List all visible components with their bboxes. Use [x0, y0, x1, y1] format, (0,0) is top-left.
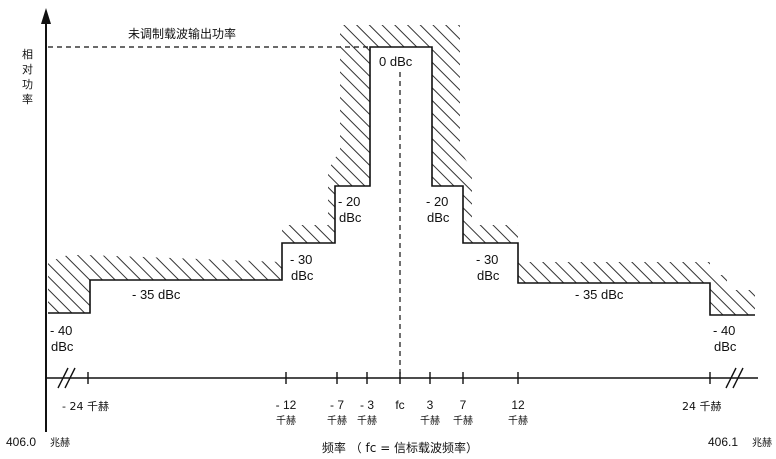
level-0dbc: 0 dBc — [379, 54, 413, 69]
tick-label-plus7-unit: 千赫 — [453, 415, 473, 427]
level-minus40-right-value: - 40 — [713, 323, 735, 338]
level-minus30-left-value: - 30 — [290, 252, 312, 267]
level-minus30-left-unit: dBc — [291, 268, 314, 283]
level-minus35-right: - 35 dBc — [575, 287, 624, 302]
level-minus40-left-unit: dBc — [51, 339, 74, 354]
tick-label-minus3-unit: 千赫 — [357, 415, 377, 427]
tick-label-fc: fc — [395, 398, 404, 412]
level-minus20-left-unit: dBc — [339, 210, 362, 225]
level-minus40-right-unit: dBc — [714, 339, 737, 354]
axis-break-left — [57, 367, 76, 389]
y-axis-label-2: 对 — [22, 62, 33, 76]
edge-left-unit: 兆赫 — [50, 437, 70, 449]
level-minus35-left: - 35 dBc — [132, 287, 181, 302]
tick-label-plus12-value: 12 — [511, 398, 525, 412]
y-axis-label-4: 率 — [22, 92, 33, 106]
tick-label-minus24: - 24 千赫 — [62, 400, 109, 413]
tick-label-plus24: 24 千赫 — [682, 400, 722, 413]
level-minus30-right-unit: dBc — [477, 268, 500, 283]
x-ticks — [87, 372, 711, 384]
level-minus30-right-value: - 30 — [476, 252, 498, 267]
tick-label-minus3-value: - 3 — [360, 398, 374, 412]
y-axis-label-1: 相 — [22, 48, 33, 61]
level-minus20-left-value: - 20 — [338, 194, 360, 209]
level-minus20-right-value: - 20 — [426, 194, 448, 209]
level-minus40-left-value: - 40 — [50, 323, 72, 338]
tick-label-minus12-value: - 12 — [276, 398, 297, 412]
tick-label-plus12-unit: 千赫 — [508, 415, 528, 427]
tick-label-minus7-value: - 7 — [330, 398, 344, 412]
y-axis-label-3: 功 — [22, 78, 33, 91]
x-axis-title: 频率 （ fc = 信标载波频率） — [322, 440, 478, 455]
edge-left-value: 406.0 — [6, 435, 36, 449]
edge-right-value: 406.1 — [708, 435, 738, 449]
tick-label-plus7-value: 7 — [460, 398, 467, 412]
axis-break-right — [725, 367, 744, 389]
tick-label-plus3-unit: 千赫 — [420, 415, 440, 427]
level-minus20-right-unit: dBc — [427, 210, 450, 225]
y-axis-arrow — [41, 8, 51, 24]
tick-label-minus7-unit: 千赫 — [327, 415, 347, 427]
tick-label-plus3-value: 3 — [427, 398, 434, 412]
unmodulated-carrier-label: 未调制载波输出功率 — [128, 26, 236, 41]
edge-right-unit: 兆赫 — [752, 437, 772, 449]
mask-outline — [48, 46, 755, 316]
tick-label-minus12-unit: 千赫 — [276, 415, 296, 427]
